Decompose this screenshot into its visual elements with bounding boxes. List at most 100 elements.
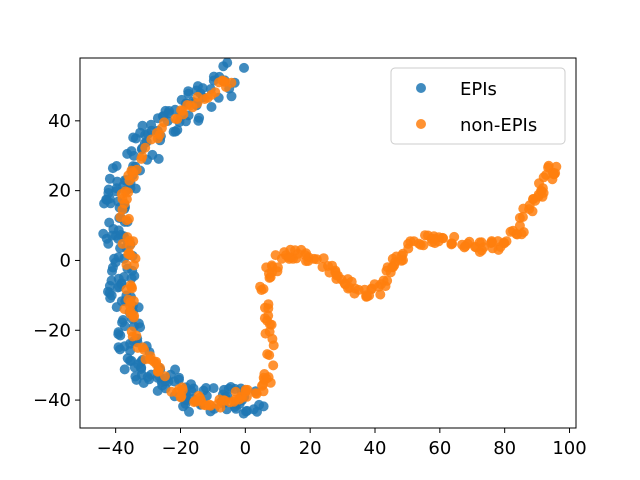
data-point [104, 280, 115, 291]
data-point [505, 226, 516, 237]
data-point [104, 173, 115, 184]
data-point [260, 328, 271, 339]
data-point [541, 169, 552, 180]
data-point [208, 383, 219, 394]
data-point [527, 206, 538, 217]
data-point [115, 330, 126, 341]
data-point [258, 386, 269, 397]
x-tick-label: 0 [240, 438, 251, 459]
data-point [543, 162, 554, 173]
data-point [154, 362, 165, 373]
data-point [147, 149, 158, 160]
data-point [177, 105, 188, 116]
plot-frame [79, 57, 577, 429]
data-point [437, 232, 448, 243]
series-non-epis [115, 75, 562, 413]
x-tick-label: 20 [299, 438, 322, 459]
data-points-layer [98, 58, 562, 419]
data-point [262, 349, 273, 360]
data-point [111, 302, 122, 313]
data-point [219, 395, 229, 406]
data-point [255, 281, 266, 292]
data-point [340, 279, 351, 290]
data-point [128, 132, 139, 143]
data-point [124, 240, 135, 251]
data-point [268, 360, 279, 371]
data-point [177, 385, 188, 395]
x-tick-label: −40 [97, 438, 135, 459]
data-point [154, 129, 165, 140]
data-point [164, 106, 174, 116]
data-point [272, 262, 283, 273]
data-point [201, 383, 211, 393]
data-point [193, 115, 204, 126]
data-point [318, 253, 329, 264]
data-point [109, 253, 120, 264]
legend-marker-non-epis [416, 119, 426, 129]
data-point [170, 364, 181, 375]
data-point [517, 212, 528, 222]
data-point [429, 238, 440, 249]
data-point [184, 406, 194, 417]
data-point [396, 250, 407, 261]
y-tick-label: −40 [33, 390, 71, 411]
data-point [493, 244, 504, 255]
data-point [160, 371, 170, 382]
data-point [126, 281, 137, 292]
data-point [405, 236, 416, 247]
data-point [139, 344, 150, 355]
data-point [172, 114, 183, 125]
data-point [137, 151, 148, 162]
data-point [106, 290, 117, 301]
data-point [414, 238, 424, 249]
data-point [464, 236, 475, 247]
data-point [501, 236, 512, 247]
data-point [131, 330, 142, 341]
x-axis: −40 −20 0 20 40 60 80 100 [97, 428, 587, 459]
data-point [168, 126, 179, 137]
data-point [125, 306, 136, 317]
data-point [118, 315, 128, 325]
data-point [117, 204, 128, 215]
data-point [487, 237, 497, 248]
legend-label-epis: EPIs [460, 79, 497, 100]
data-point [222, 58, 233, 68]
data-point [120, 186, 131, 197]
data-point [214, 77, 224, 88]
x-tick-label: 100 [552, 438, 586, 459]
data-point [121, 194, 132, 205]
data-point [226, 91, 237, 102]
data-point [376, 279, 386, 290]
data-point [113, 342, 124, 353]
data-point [125, 297, 136, 308]
x-tick-label: 80 [493, 438, 516, 459]
data-point [107, 163, 118, 174]
data-point [145, 354, 156, 365]
data-point [375, 289, 386, 300]
data-point [263, 310, 274, 321]
legend-label-non-epis: non-EPIs [460, 115, 537, 136]
data-point [124, 248, 135, 259]
data-point [144, 374, 155, 385]
data-point [174, 372, 184, 383]
legend-frame [390, 67, 566, 145]
data-point [152, 385, 163, 396]
data-point [126, 165, 137, 176]
data-point [331, 270, 342, 281]
x-tick-label: −20 [161, 438, 199, 459]
data-point [309, 253, 319, 264]
data-point [204, 399, 215, 410]
data-point [259, 369, 270, 379]
legend: EPIs non-EPIs [390, 67, 566, 145]
y-tick-label: 40 [48, 111, 71, 132]
x-tick-label: 40 [364, 438, 387, 459]
data-point [107, 262, 118, 273]
data-point [123, 213, 134, 224]
data-point [133, 359, 144, 370]
data-point [206, 89, 217, 100]
data-point [183, 86, 194, 97]
data-point [119, 364, 130, 375]
data-point [99, 198, 110, 209]
